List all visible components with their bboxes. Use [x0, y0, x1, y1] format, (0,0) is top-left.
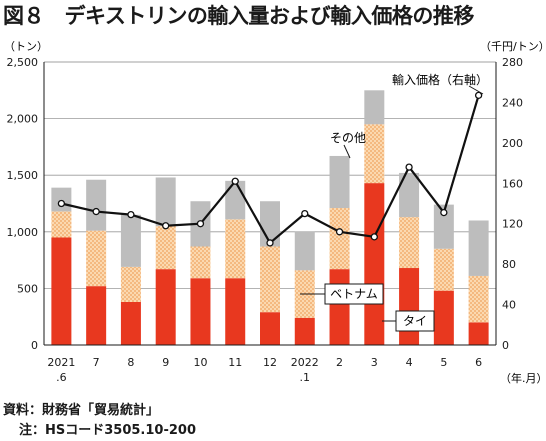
x-tick-label: 2022	[291, 356, 319, 369]
price-leader	[468, 85, 484, 95]
bar-segment-vietnam	[120, 266, 141, 302]
bar-segment-vietnam	[225, 219, 246, 279]
x-tick-label: 6	[475, 356, 482, 369]
y-right-tick-label: 240	[502, 96, 523, 109]
x-tick-label: 8	[127, 356, 134, 369]
x-unit: （年.月）	[500, 371, 546, 385]
bar-segment-vietnam	[468, 275, 489, 323]
price-point	[92, 207, 100, 216]
y-right-tick-label: 80	[502, 258, 516, 271]
price-point	[162, 222, 170, 230]
other-leader	[343, 144, 351, 159]
bar-segment-vietnam	[51, 211, 72, 238]
x-tick-label: 10	[193, 356, 207, 369]
y-left-tick-label: 500	[17, 282, 38, 295]
price-point	[301, 209, 309, 218]
y-left-tick-label: 2,000	[7, 113, 39, 126]
bar-segment-tai	[433, 290, 454, 345]
bar-segment-tai	[364, 183, 385, 345]
x-tick-label: 11	[228, 356, 242, 369]
bar-segment-vietnam	[155, 226, 176, 270]
x-tick-label: 7	[93, 356, 100, 369]
price-point	[231, 177, 239, 185]
y-right-tick-label: 160	[502, 177, 523, 190]
y-right-tick-label: 280	[502, 56, 523, 69]
bar-segment-tai	[468, 322, 489, 345]
annotation-tai-box	[395, 310, 435, 332]
bar-segment-tai	[155, 269, 176, 345]
bar-segment-tai	[86, 286, 107, 345]
y-right-unit: （千円/トン）	[480, 40, 546, 53]
y-left-tick-label: 1,500	[7, 169, 39, 182]
bar-segment-tai	[329, 269, 350, 345]
bar-segment-vietnam	[399, 217, 420, 269]
x-tick-label: .6	[56, 371, 67, 384]
bar-segment-vietnam	[364, 124, 385, 184]
x-tick-label: 3	[371, 356, 378, 369]
bar-segment-other	[294, 231, 315, 271]
annotation-price: 輸入価格（右軸）	[392, 72, 488, 87]
notes: 資料：財務省「貿易統計」 注：HSコード3505.10-200	[3, 401, 196, 441]
price-point	[266, 239, 274, 247]
bar-segment-tai	[399, 268, 420, 345]
bar-segment-other	[155, 177, 176, 227]
bar-segment-vietnam	[260, 246, 280, 313]
annotation-vietnam-box	[324, 283, 384, 305]
annotation-tai: タイ	[403, 314, 427, 328]
x-tick-label: 5	[440, 356, 447, 369]
bar-segment-other	[225, 180, 246, 220]
bar-segment-other	[364, 90, 385, 125]
bar-segment-tai	[190, 278, 211, 345]
x-tick-label: 2021	[47, 356, 75, 369]
bar-segment-other	[399, 172, 420, 218]
hs-code-note: 注：HSコード3505.10-200	[19, 423, 196, 438]
y-left-tick-label: 2,500	[7, 56, 39, 69]
y-right-tick-label: 120	[502, 218, 523, 231]
bar-segment-vietnam	[190, 246, 211, 279]
bar-segment-tai	[294, 317, 315, 345]
bar-segment-other	[120, 214, 141, 267]
figure-title: 図８ デキストリンの輸入量および輸入価格の推移	[3, 4, 474, 28]
y-right-tick-label: 40	[502, 299, 516, 312]
price-point	[405, 163, 413, 171]
bar-segment-tai	[51, 237, 72, 345]
source-note: 資料：財務省「貿易統計」	[3, 403, 160, 418]
price-point	[196, 220, 205, 228]
y-left-tick-label: 0	[31, 339, 38, 352]
bar-segment-vietnam	[329, 208, 350, 270]
price-point	[474, 91, 483, 100]
bar-segment-other	[51, 187, 72, 212]
x-tick-label: 4	[406, 356, 413, 369]
bar-segment-other	[433, 204, 454, 249]
price-point	[370, 233, 378, 241]
bar-segment-vietnam	[433, 248, 454, 291]
y-left-tick-label: 1,000	[7, 226, 39, 239]
bar-segment-other	[468, 220, 489, 276]
y-left-unit: （トン）	[4, 40, 48, 53]
bar-segment-tai	[120, 301, 141, 345]
x-tick-label: 2	[336, 356, 343, 369]
annotation-vietnam: ベトナム	[330, 287, 378, 301]
price-point	[335, 228, 344, 236]
price-point	[127, 210, 135, 219]
bar-segment-tai	[260, 312, 280, 345]
bar-segment-other	[329, 155, 350, 209]
x-tick-label: .1	[300, 371, 311, 384]
x-tick-label: 9	[162, 356, 169, 369]
y-right-tick-label: 200	[502, 137, 523, 150]
annotation-other: その他	[330, 131, 366, 145]
x-tick-label: 12	[263, 356, 277, 369]
bar-segment-vietnam	[86, 230, 107, 287]
price-point	[57, 199, 66, 208]
bar-segment-other	[86, 179, 107, 231]
y-right-tick-label: 0	[502, 339, 509, 352]
price-point	[440, 208, 448, 217]
bar-segment-tai	[225, 278, 246, 345]
